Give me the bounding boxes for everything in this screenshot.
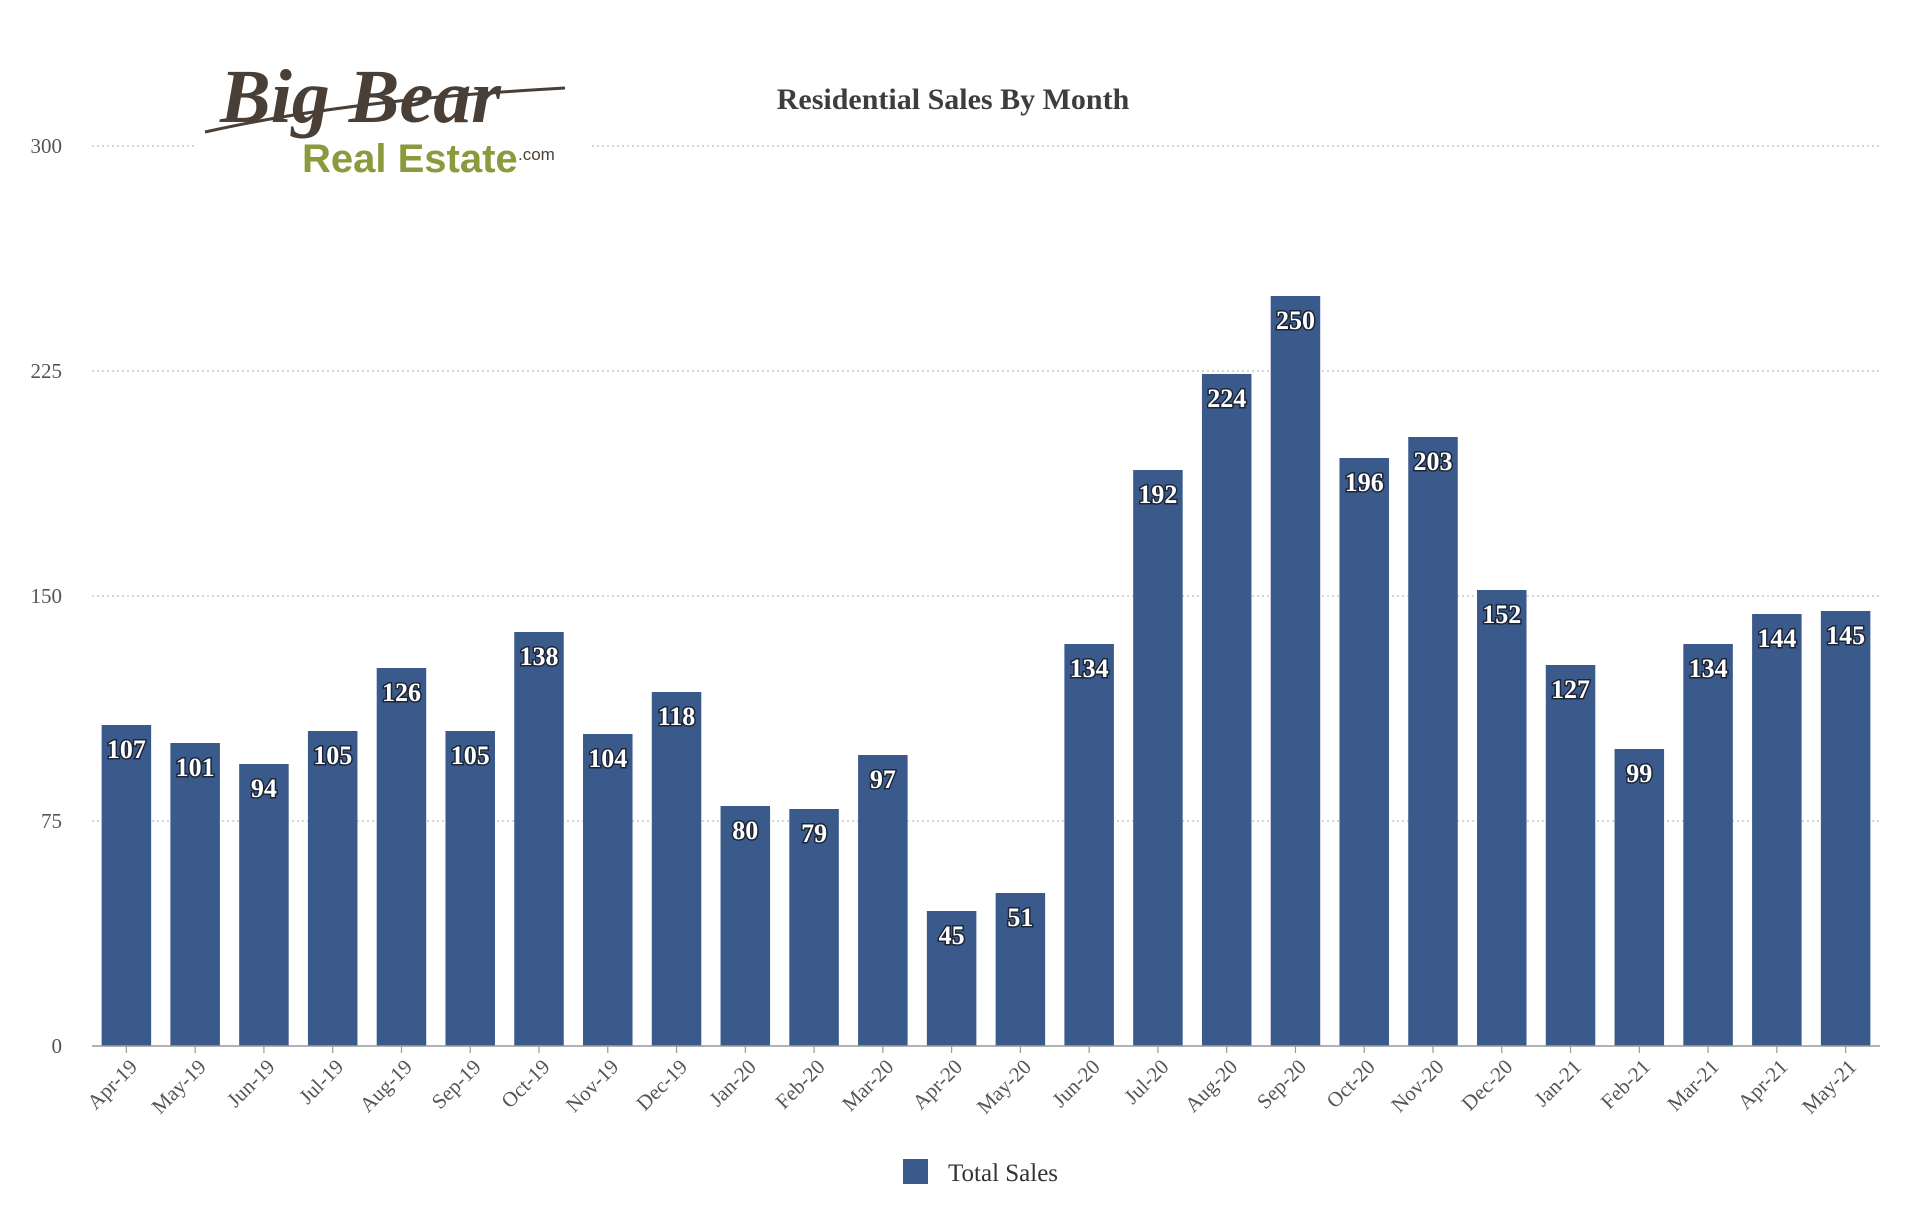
data-label: 127 bbox=[1551, 675, 1590, 704]
x-tick-label: Feb-20 bbox=[771, 1055, 830, 1114]
x-tick-label: Jan-21 bbox=[1530, 1055, 1587, 1112]
data-label: 94 bbox=[251, 774, 277, 803]
data-label: 101 bbox=[176, 753, 215, 782]
bar bbox=[1545, 665, 1596, 1046]
x-tick-label: Aug-20 bbox=[1180, 1055, 1242, 1117]
x-tick-label: Nov-19 bbox=[561, 1055, 623, 1117]
data-label: 105 bbox=[451, 741, 490, 770]
data-label: 51 bbox=[1007, 903, 1033, 932]
x-tick-label: Dec-19 bbox=[631, 1055, 692, 1116]
logo: Big Bear Real Estate .com bbox=[195, 55, 590, 181]
data-label: 126 bbox=[382, 678, 421, 707]
x-tick-label: Dec-20 bbox=[1457, 1055, 1518, 1116]
legend-label: Total Sales bbox=[948, 1160, 1058, 1187]
data-label: 97 bbox=[870, 765, 896, 794]
data-label: 104 bbox=[588, 744, 627, 773]
data-label: 134 bbox=[1689, 654, 1728, 683]
data-label: 145 bbox=[1826, 621, 1865, 650]
y-tick-label: 300 bbox=[31, 134, 63, 158]
data-label: 203 bbox=[1414, 447, 1453, 476]
x-tick-label: Apr-20 bbox=[908, 1055, 968, 1115]
bar bbox=[376, 668, 427, 1046]
data-label: 144 bbox=[1757, 624, 1796, 653]
bar bbox=[514, 632, 564, 1046]
bar bbox=[1201, 374, 1252, 1046]
data-label: 105 bbox=[313, 741, 352, 770]
x-tick-label: Sep-20 bbox=[1252, 1055, 1311, 1114]
data-labels-layer: 107 101 94 105 126 105 138 104 118 80 79 97 45 51 134 1… bbox=[105, 305, 1866, 952]
y-tick-label: 75 bbox=[41, 809, 62, 833]
data-label: 107 bbox=[107, 735, 146, 764]
bar bbox=[1270, 296, 1321, 1046]
data-label: 45 bbox=[939, 921, 965, 950]
bars-layer bbox=[101, 296, 1871, 1046]
data-label: 196 bbox=[1345, 468, 1384, 497]
data-label: 152 bbox=[1482, 600, 1521, 629]
bar bbox=[858, 755, 908, 1046]
x-tick-label: Mar-20 bbox=[837, 1055, 898, 1116]
x-tick-label: May-19 bbox=[147, 1055, 211, 1119]
data-label: 138 bbox=[520, 642, 559, 671]
x-tick-label: Jul-20 bbox=[1119, 1055, 1173, 1109]
bar bbox=[1133, 470, 1183, 1046]
data-label: 192 bbox=[1138, 480, 1177, 509]
data-label: 134 bbox=[1070, 654, 1109, 683]
bar bbox=[583, 734, 633, 1046]
bar bbox=[1339, 458, 1389, 1046]
logo-swoosh bbox=[204, 86, 566, 134]
bar bbox=[995, 893, 1046, 1046]
bar bbox=[926, 911, 977, 1046]
legend-swatch bbox=[903, 1159, 928, 1184]
bar bbox=[1408, 437, 1458, 1046]
bar bbox=[1752, 614, 1802, 1046]
bar bbox=[1683, 644, 1733, 1046]
x-tick-label: Oct-19 bbox=[496, 1055, 554, 1113]
data-label: 224 bbox=[1207, 384, 1246, 413]
x-tick-label: May-21 bbox=[1797, 1055, 1861, 1119]
x-tick-label: Aug-19 bbox=[355, 1055, 417, 1117]
x-tick-label: Jun-20 bbox=[1047, 1055, 1104, 1112]
bar bbox=[170, 743, 220, 1046]
y-axis: 0 75 150 225 300 bbox=[31, 134, 63, 1058]
x-tick-label: Sep-19 bbox=[427, 1055, 486, 1114]
x-axis: Apr-19 May-19 Jun-19 Jul-19 Aug-19 Sep-19 Oct-… bbox=[82, 1046, 1861, 1119]
x-tick-label: May-20 bbox=[972, 1055, 1036, 1119]
bar bbox=[307, 731, 358, 1046]
data-label: 250 bbox=[1276, 306, 1315, 335]
x-tick-label: Apr-21 bbox=[1733, 1055, 1793, 1115]
bar bbox=[445, 731, 495, 1046]
y-tick-label: 150 bbox=[31, 584, 63, 608]
x-tick-label: Oct-20 bbox=[1322, 1055, 1380, 1113]
x-tick-label: Mar-21 bbox=[1662, 1055, 1723, 1116]
bar bbox=[239, 764, 289, 1046]
logo-line1: Big Bear bbox=[219, 55, 502, 139]
bar bbox=[1064, 644, 1114, 1046]
x-tick-label: Feb-21 bbox=[1596, 1055, 1655, 1114]
bar bbox=[789, 809, 839, 1046]
bar bbox=[1477, 590, 1527, 1046]
bar bbox=[1820, 611, 1871, 1046]
y-tick-label: 0 bbox=[52, 1034, 63, 1058]
bar bbox=[720, 806, 771, 1046]
x-tick-label: Jan-20 bbox=[704, 1055, 761, 1112]
y-tick-label: 225 bbox=[31, 359, 63, 383]
chart-title: Residential Sales By Month bbox=[777, 83, 1130, 116]
logo-line2: Real Estate bbox=[302, 137, 518, 181]
data-label: 80 bbox=[732, 816, 758, 845]
x-tick-label: Jun-19 bbox=[222, 1055, 279, 1112]
data-label: 99 bbox=[1626, 759, 1652, 788]
data-label: 79 bbox=[801, 819, 827, 848]
grid-layer bbox=[92, 145, 1880, 822]
bar bbox=[1614, 749, 1665, 1046]
x-tick-label: Nov-20 bbox=[1386, 1055, 1448, 1117]
x-tick-label: Jul-19 bbox=[294, 1055, 348, 1109]
bar bbox=[651, 692, 702, 1046]
logo-suffix: .com bbox=[518, 145, 555, 164]
legend: Total Sales bbox=[903, 1159, 1058, 1187]
x-tick-label: Apr-19 bbox=[82, 1055, 142, 1115]
data-label: 118 bbox=[658, 702, 696, 731]
bar bbox=[101, 725, 152, 1046]
